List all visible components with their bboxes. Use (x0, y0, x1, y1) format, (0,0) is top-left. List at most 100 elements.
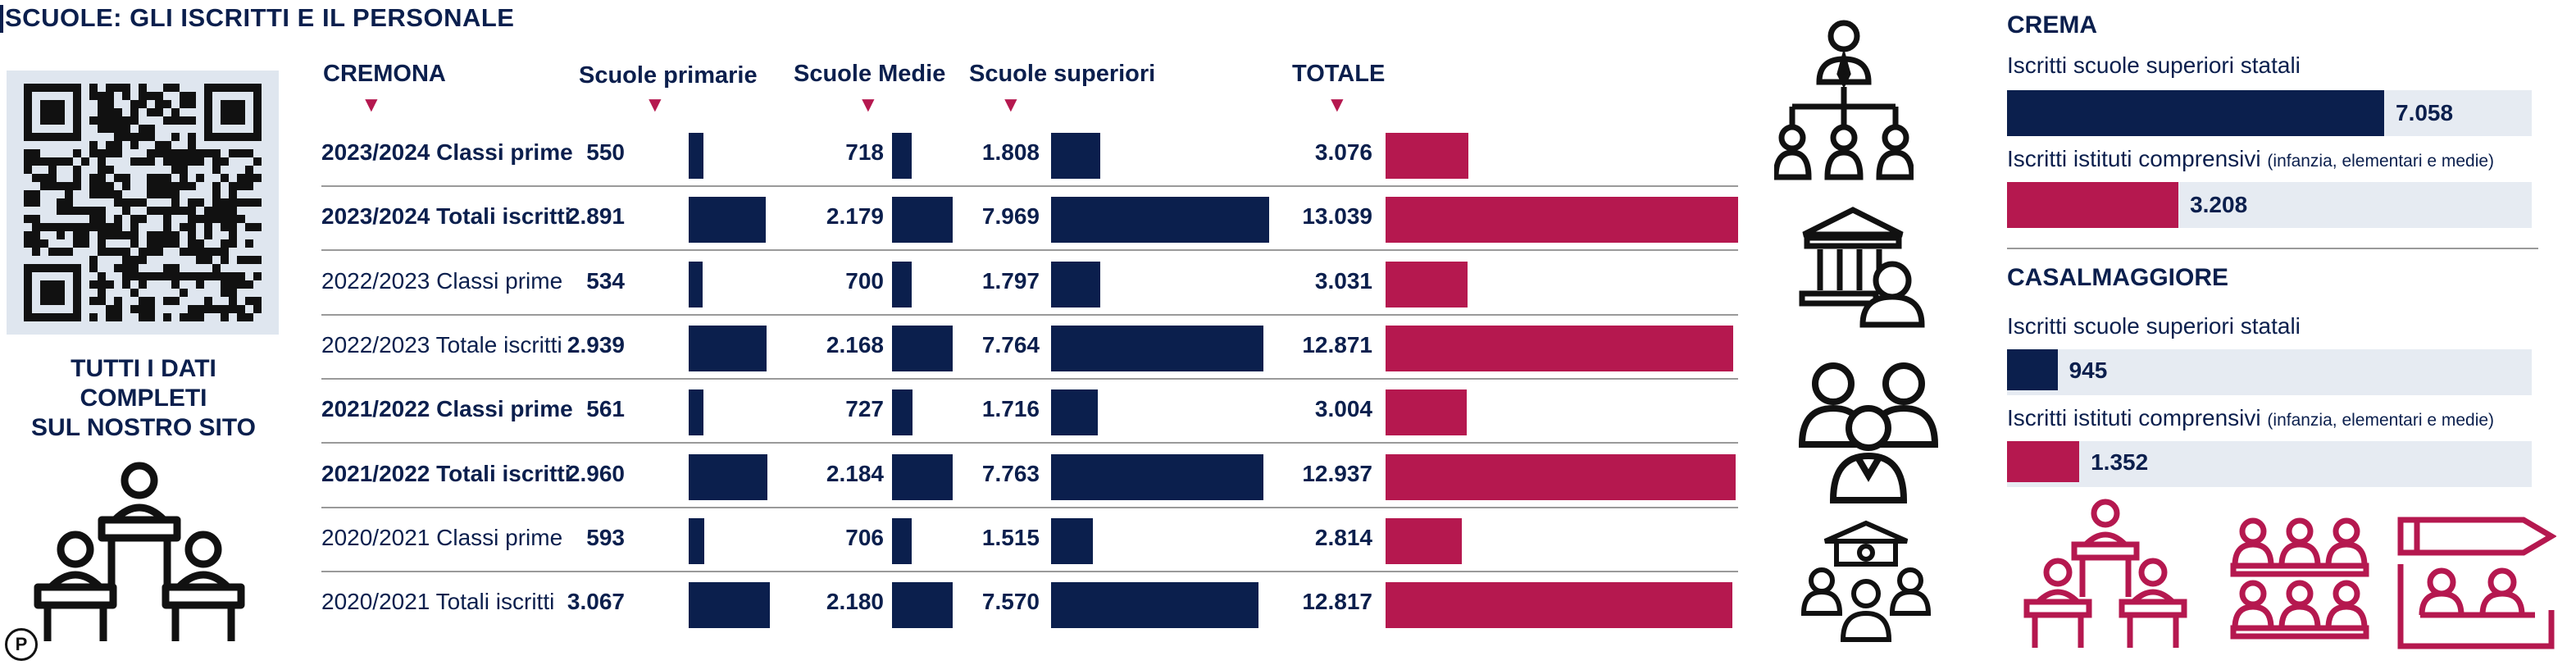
bar-medie (892, 453, 953, 500)
bar-primarie (689, 453, 767, 500)
crema-bar-comprensivi (2007, 182, 2179, 228)
bar-totale (1386, 517, 1462, 564)
value-primarie: 3.067 (567, 589, 625, 615)
teacher-class-icon (2023, 499, 2187, 648)
row-label: 2022/2023 Totale iscritti (321, 331, 562, 358)
value-superiori: 1.797 (981, 267, 1040, 294)
promo-line-2: COMPLETI (80, 385, 207, 412)
pencil-students-icon (2397, 517, 2556, 649)
col-header-superiori: Scuole superiori (969, 61, 1156, 87)
bar-medie (892, 389, 913, 436)
casal-bar-track-2 (2007, 441, 2532, 487)
value-totale: 2.814 (1314, 524, 1372, 550)
value-primarie: 550 (586, 139, 625, 165)
value-totale: 13.039 (1302, 203, 1372, 230)
casal-label-comprensivi: Iscritti istituti comprensivi (infanzia,… (2007, 405, 2495, 430)
qr-code-icon (24, 84, 262, 321)
value-medie: 2.168 (826, 331, 884, 358)
value-superiori: 7.969 (981, 203, 1040, 230)
crema-bar-superiori (2007, 90, 2384, 136)
bar-medie (892, 582, 953, 629)
bar-totale (1386, 197, 1738, 244)
row-separator (321, 506, 1738, 508)
page-title: SCUOLE: GLI ISCRITTI E IL PERSONALE (5, 3, 515, 32)
bar-totale (1386, 453, 1736, 500)
row-separator (321, 570, 1738, 572)
row-label: 2022/2023 Classi prime (321, 267, 563, 294)
bar-primarie (689, 582, 771, 629)
value-totale: 3.076 (1314, 139, 1372, 165)
qr-code[interactable] (7, 71, 279, 335)
value-medie: 2.180 (826, 589, 884, 615)
value-totale: 12.937 (1302, 460, 1372, 486)
casal-value-superiori: 945 (2069, 358, 2108, 383)
col-header-primarie: Scuole primarie (579, 62, 758, 89)
value-medie: 718 (845, 139, 884, 165)
table-title: CREMONA (323, 61, 446, 87)
people-group-icon (1799, 362, 1938, 503)
bar-superiori (1051, 389, 1099, 436)
bar-superiori (1051, 453, 1264, 500)
bar-superiori (1051, 517, 1093, 564)
value-superiori: 7.764 (981, 331, 1040, 358)
students-at-desks-icon (34, 462, 245, 641)
bar-primarie (689, 389, 704, 436)
value-totale: 3.031 (1314, 267, 1372, 294)
value-medie: 2.184 (826, 460, 884, 486)
casal-label-superiori: Iscritti scuole superiori statali (2007, 313, 2301, 339)
value-primarie: 561 (586, 396, 625, 422)
bar-primarie (689, 261, 703, 307)
casal-bar-comprensivi (2007, 441, 2080, 482)
bar-superiori (1051, 133, 1101, 179)
crema-label-superiori: Iscritti scuole superiori statali (2007, 52, 2301, 78)
bar-primarie (689, 197, 766, 244)
bar-primarie (689, 133, 703, 179)
bar-medie (892, 133, 913, 179)
row-separator (321, 185, 1738, 187)
marker-totale: ▼ (1327, 92, 1348, 116)
casal-bar-superiori (2007, 349, 2058, 390)
publisher-badge: P (5, 628, 38, 661)
value-superiori: 7.763 (981, 460, 1040, 486)
value-primarie: 2.891 (567, 203, 625, 230)
value-primarie: 2.939 (567, 331, 625, 358)
bar-superiori (1051, 197, 1269, 244)
bar-superiori (1051, 325, 1264, 371)
institution-person-icon (1799, 207, 1925, 328)
bar-medie (892, 517, 912, 564)
value-totale: 12.817 (1302, 589, 1372, 615)
value-medie: 727 (845, 396, 884, 422)
bar-totale (1386, 261, 1468, 307)
marker-medie: ▼ (858, 92, 879, 116)
row-label: 2021/2022 Classi prime (321, 396, 573, 422)
row-label: 2020/2021 Totali iscritti (321, 589, 555, 615)
bar-medie (892, 197, 953, 244)
marker-primarie: ▼ (644, 92, 666, 116)
casal-bar-track-1 (2007, 349, 2532, 395)
row-label: 2021/2022 Totali iscritti (321, 460, 571, 486)
bar-medie (892, 325, 953, 371)
casal-value-comprensivi: 1.352 (2091, 449, 2149, 475)
col-header-medie: Scuole Medie (794, 61, 946, 87)
marker-cremona: ▼ (361, 92, 382, 116)
bar-superiori (1051, 261, 1100, 307)
value-primarie: 534 (586, 267, 625, 294)
value-superiori: 1.808 (981, 139, 1040, 165)
row-separator (321, 313, 1738, 316)
row-separator (321, 249, 1738, 252)
crema-label-comprensivi: Iscritti istituti comprensivi (infanzia,… (2007, 146, 2495, 171)
bar-totale (1386, 133, 1469, 179)
bar-superiori (1051, 582, 1258, 629)
marker-superiori: ▼ (1000, 92, 1022, 116)
row-separator (321, 442, 1738, 444)
students-rows-icon (2230, 517, 2369, 640)
value-medie: 2.179 (826, 203, 884, 230)
promo-line-1: TUTTI I DATI (71, 355, 216, 382)
value-totale: 12.871 (1302, 331, 1372, 358)
staff-team-icon (1800, 520, 1932, 642)
panel-divider (2007, 248, 2538, 249)
col-header-totale: TOTALE (1292, 61, 1386, 87)
bar-primarie (689, 517, 705, 564)
crema-value-superiori: 7.058 (2396, 100, 2454, 125)
value-medie: 700 (845, 267, 884, 294)
